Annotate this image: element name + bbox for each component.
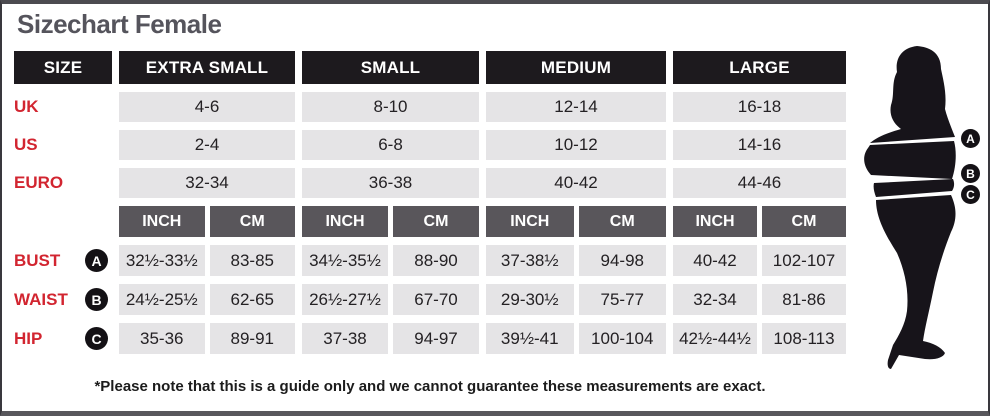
unit-row-spacer <box>14 206 112 237</box>
unit-header-group: INCH CM <box>486 206 666 237</box>
unit-header-inch: INCH <box>673 206 757 237</box>
size-cell: 14-16 <box>673 130 846 160</box>
row-label-bust: BUST A <box>14 245 112 276</box>
column-header-medium: MEDIUM <box>486 51 666 84</box>
measurement-cell: 29-30½ <box>486 284 574 315</box>
measure-cell-group: 26½-27½ 67-70 <box>302 284 479 315</box>
measurement-cell: 83-85 <box>209 245 295 276</box>
size-cell: 4-6 <box>119 92 295 122</box>
size-table: SIZE EXTRA SMALL SMALL MEDIUM LARGE UK 4… <box>14 51 846 354</box>
size-cell: 6-8 <box>302 130 479 160</box>
row-label-text: WAIST <box>14 289 68 309</box>
unit-header-group: INCH CM <box>119 206 295 237</box>
row-label-text: BUST <box>14 250 61 270</box>
measure-cell-group: 40-42 102-107 <box>673 245 846 276</box>
measurement-cell: 94-98 <box>578 245 666 276</box>
measurement-cell: 81-86 <box>762 284 846 315</box>
size-cell: 8-10 <box>302 92 479 122</box>
measurement-cell: 34½-35½ <box>302 245 388 276</box>
measurement-cell: 32-34 <box>673 284 757 315</box>
size-cell: 2-4 <box>119 130 295 160</box>
measurement-cell: 39½-41 <box>486 323 574 354</box>
measurement-cell: 32½-33½ <box>119 245 205 276</box>
female-silhouette-icon <box>864 46 956 369</box>
size-cell: 32-34 <box>119 168 295 198</box>
measurement-cell: 40-42 <box>673 245 757 276</box>
size-cell: 10-12 <box>486 130 666 160</box>
column-header-large: LARGE <box>673 51 846 84</box>
row-label-uk: UK <box>14 97 39 116</box>
unit-header-group: INCH CM <box>302 206 479 237</box>
measure-cell-group: 37-38½ 94-98 <box>486 245 666 276</box>
page-title: Sizechart Female <box>17 9 222 39</box>
measurement-cell: 35-36 <box>119 323 205 354</box>
size-cell: 44-46 <box>673 168 846 198</box>
measurement-cell: 88-90 <box>393 245 479 276</box>
unit-header-cm: CM <box>393 206 479 237</box>
unit-header-cm: CM <box>578 206 666 237</box>
size-cell: 40-42 <box>486 168 666 198</box>
marker-b-icon: B <box>85 288 108 311</box>
measurement-cell: 75-77 <box>578 284 666 315</box>
measure-cell-group: 42½-44½ 108-113 <box>673 323 846 354</box>
row-label-waist: WAIST B <box>14 284 112 315</box>
figure-marker-a-icon: A <box>961 129 980 148</box>
measure-cell-group: 32-34 81-86 <box>673 284 846 315</box>
measure-cell-group: 34½-35½ 88-90 <box>302 245 479 276</box>
row-label-text: HIP <box>14 328 43 348</box>
measure-cell-group: 32½-33½ 83-85 <box>119 245 295 276</box>
measurement-cell: 37-38 <box>302 323 388 354</box>
row-label-us: US <box>14 135 38 154</box>
column-header-small: SMALL <box>302 51 479 84</box>
size-cell: 36-38 <box>302 168 479 198</box>
measurement-cell: 37-38½ <box>486 245 574 276</box>
female-silhouette-figure: A B C <box>857 39 988 374</box>
unit-header-group: INCH CM <box>673 206 846 237</box>
measurement-cell: 26½-27½ <box>302 284 388 315</box>
marker-a-icon: A <box>85 249 108 272</box>
measure-cell-group: 37-38 94-97 <box>302 323 479 354</box>
measurement-cell: 94-97 <box>393 323 479 354</box>
measurement-cell: 100-104 <box>578 323 666 354</box>
row-label-euro: EURO <box>14 173 64 192</box>
measurement-cell: 102-107 <box>762 245 846 276</box>
unit-header-inch: INCH <box>119 206 205 237</box>
measurement-cell: 42½-44½ <box>673 323 757 354</box>
measure-cell-group: 24½-25½ 62-65 <box>119 284 295 315</box>
measurement-cell: 62-65 <box>209 284 295 315</box>
measure-cell-group: 39½-41 100-104 <box>486 323 666 354</box>
unit-header-cm: CM <box>209 206 295 237</box>
measurement-cell: 89-91 <box>209 323 295 354</box>
measurement-cell: 24½-25½ <box>119 284 205 315</box>
figure-marker-c-icon: C <box>961 185 980 204</box>
unit-header-inch: INCH <box>486 206 574 237</box>
figure-marker-b-icon: B <box>961 164 980 183</box>
measurement-cell: 108-113 <box>762 323 846 354</box>
unit-header-cm: CM <box>762 206 846 237</box>
corner-header: SIZE <box>14 51 112 84</box>
marker-c-icon: C <box>85 327 108 350</box>
measure-cell-group: 35-36 89-91 <box>119 323 295 354</box>
footnote: *Please note that this is a guide only a… <box>94 378 766 395</box>
row-label-hip: HIP C <box>14 323 112 354</box>
size-cell: 12-14 <box>486 92 666 122</box>
size-cell: 16-18 <box>673 92 846 122</box>
measurement-cell: 67-70 <box>393 284 479 315</box>
unit-header-inch: INCH <box>302 206 388 237</box>
column-header-extra-small: EXTRA SMALL <box>119 51 295 84</box>
measure-cell-group: 29-30½ 75-77 <box>486 284 666 315</box>
